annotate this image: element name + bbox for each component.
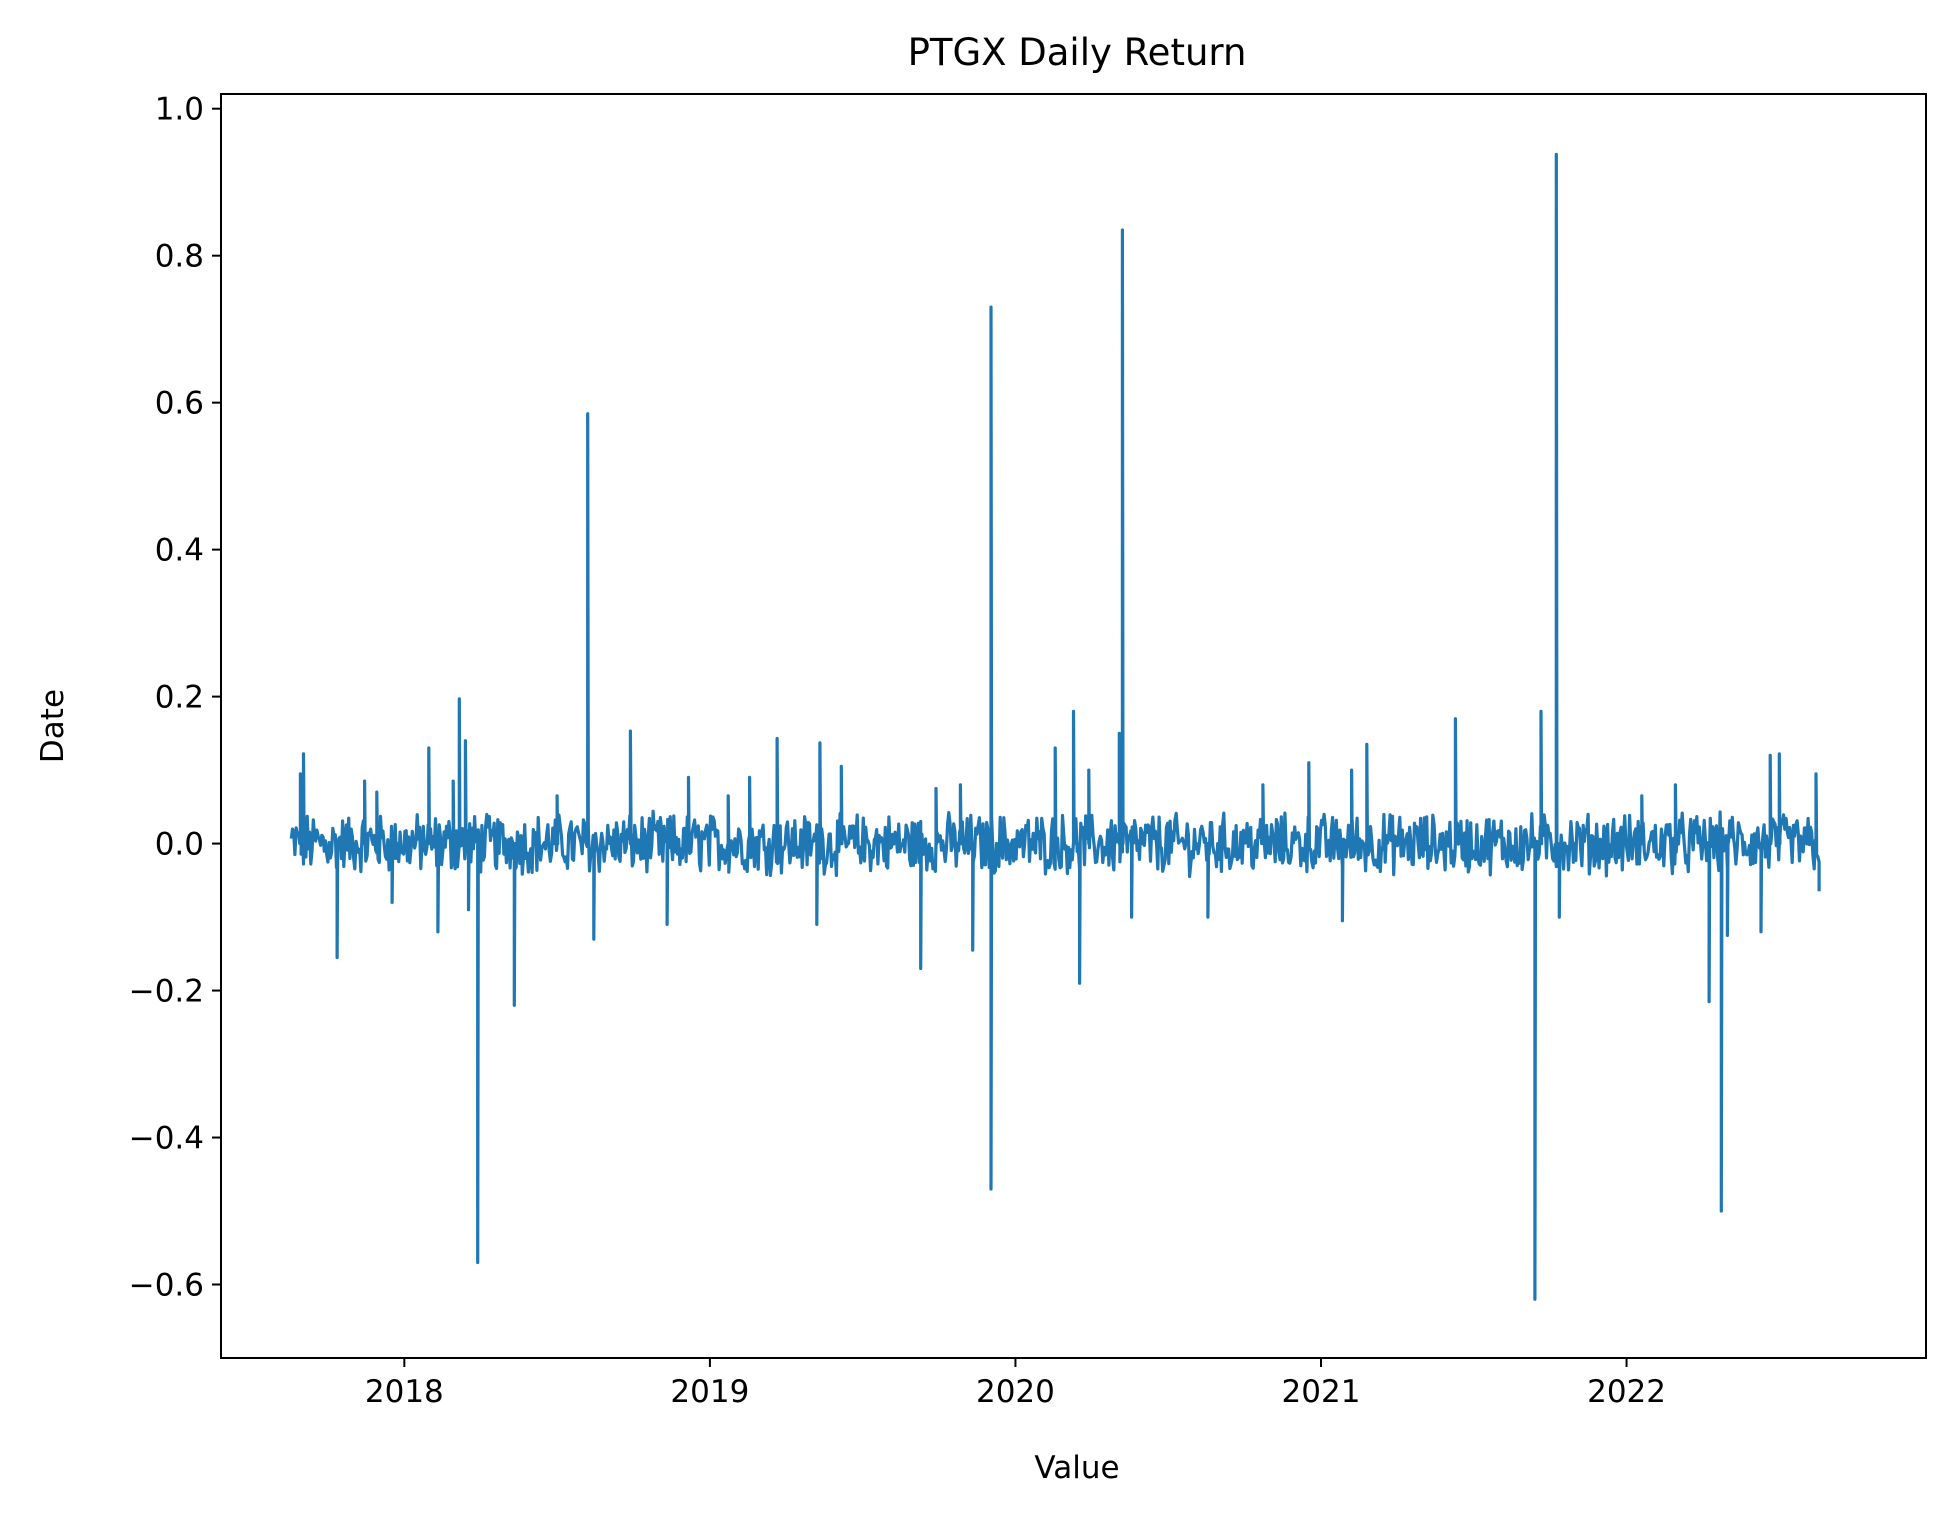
y-tick-label: 1.0 <box>155 92 204 128</box>
x-axis-label: Value <box>1034 1450 1119 1486</box>
y-tick-label: −0.4 <box>129 1121 204 1157</box>
y-tick-label: 0.8 <box>155 239 204 275</box>
y-tick-label: −0.2 <box>129 974 204 1010</box>
plot-frame <box>220 93 1927 1359</box>
x-axis: 2018 2019 2020 2021 2022 <box>365 1358 1666 1410</box>
y-axis: −0.6 −0.4 −0.2 0.0 0.2 0.4 0.6 0.8 1.0 <box>129 92 221 1304</box>
y-tick-label: 0.4 <box>155 533 204 569</box>
x-tick-label: 2022 <box>1587 1374 1666 1410</box>
x-tick-label: 2020 <box>976 1374 1055 1410</box>
x-tick-label: 2018 <box>365 1374 444 1410</box>
y-axis-label: Date <box>35 689 71 763</box>
y-tick-label: 0.0 <box>155 827 204 863</box>
y-tick-label: 0.6 <box>155 386 204 422</box>
x-tick-label: 2021 <box>1282 1374 1361 1410</box>
x-tick-label: 2019 <box>670 1374 749 1410</box>
y-tick-label: −0.6 <box>129 1268 204 1304</box>
y-tick-label: 0.2 <box>155 680 204 716</box>
chart-title: PTGX Daily Return <box>908 31 1247 74</box>
plot-area <box>220 93 1927 1359</box>
series-layer <box>289 152 1821 1301</box>
series-line <box>289 152 1821 1301</box>
